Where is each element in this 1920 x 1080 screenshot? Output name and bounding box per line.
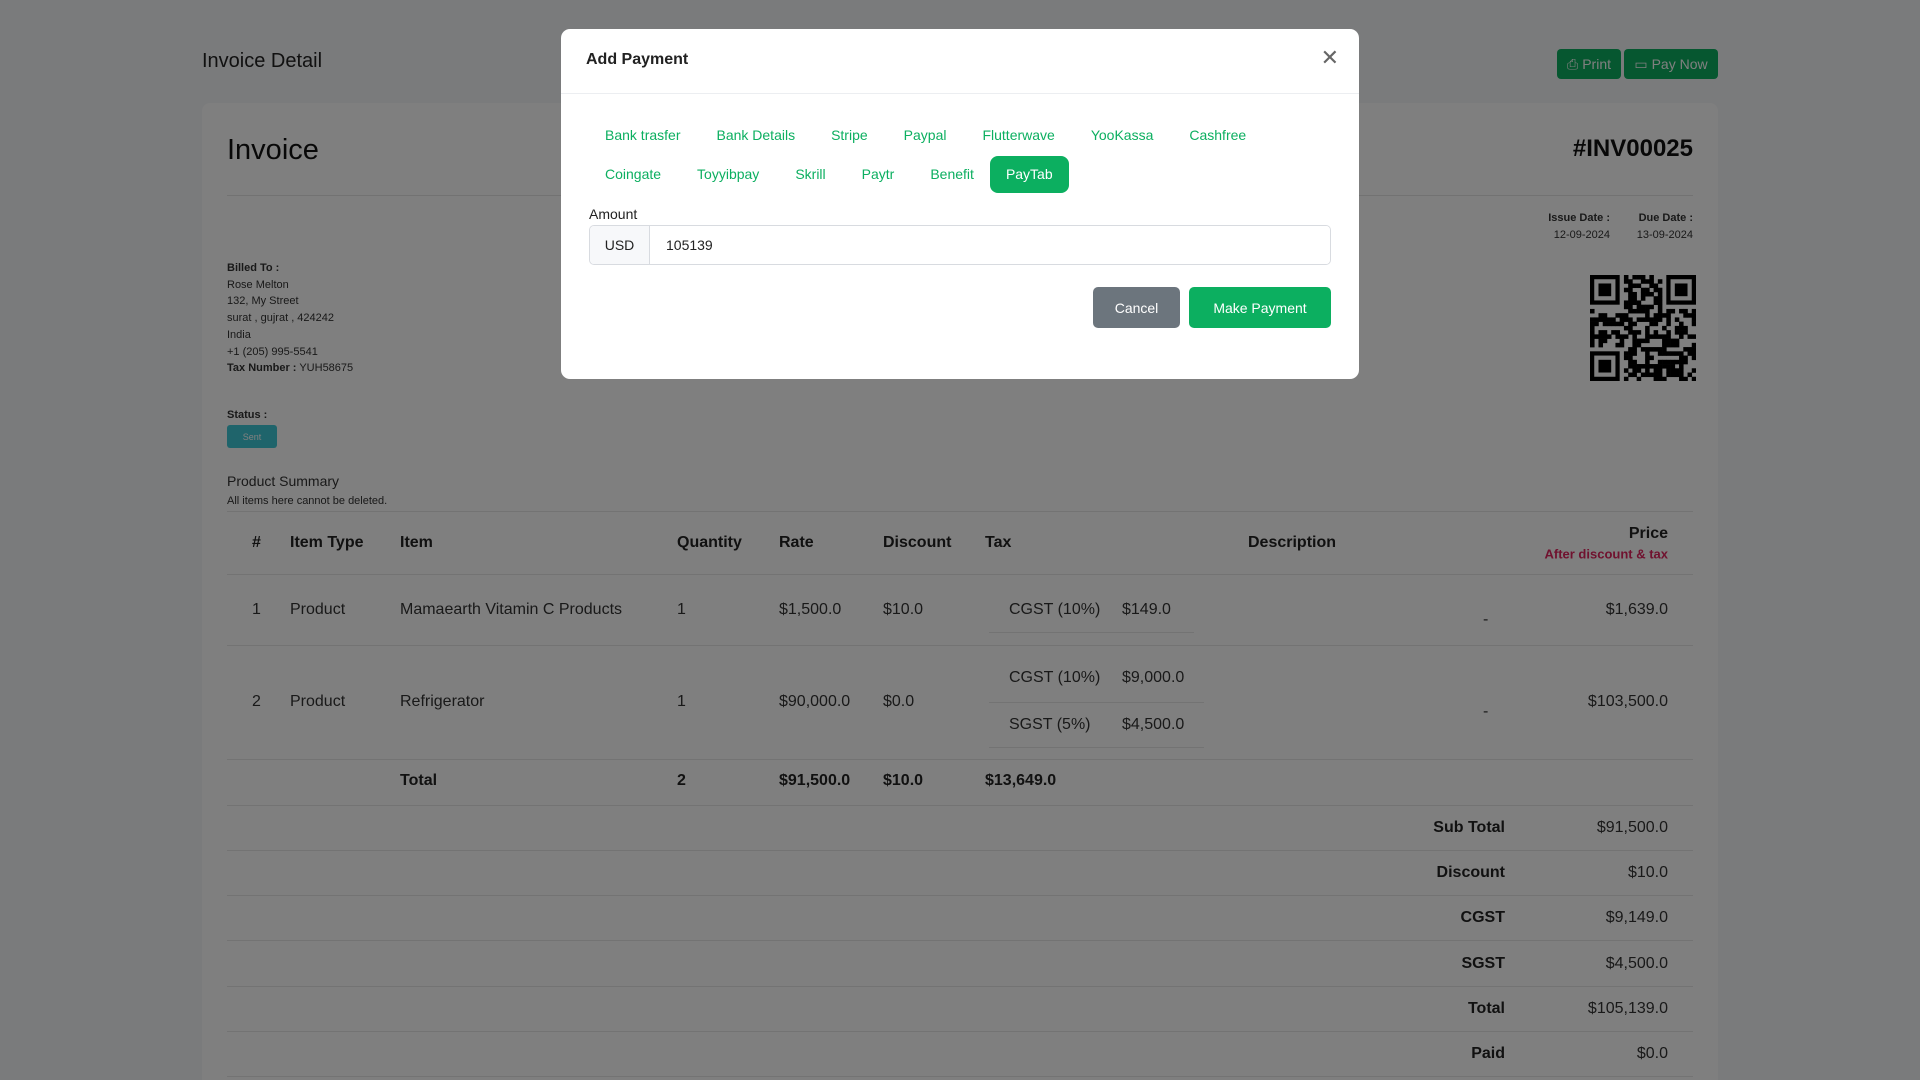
divider xyxy=(561,93,1359,94)
tab-skrill[interactable]: Skrill xyxy=(795,166,826,182)
tab-toyyibpay[interactable]: Toyyibpay xyxy=(697,166,760,182)
tab-coingate[interactable]: Coingate xyxy=(605,166,662,182)
tab-paypal[interactable]: Paypal xyxy=(903,127,947,143)
tab-benefit[interactable]: Benefit xyxy=(930,166,974,182)
tab-paytr[interactable]: Paytr xyxy=(861,166,895,182)
amount-input-group: USD xyxy=(589,225,1331,265)
tab-bank-trasfer[interactable]: Bank trasfer xyxy=(605,127,681,143)
tab-bank-details[interactable]: Bank Details xyxy=(716,127,796,143)
close-icon[interactable]: ✕ xyxy=(1320,45,1339,70)
tab-yookassa[interactable]: YooKassa xyxy=(1090,127,1154,143)
amount-label: Amount xyxy=(589,206,638,222)
payment-method-tabs: Bank trasfer Bank Details Stripe Paypal Flut… xyxy=(585,117,1325,193)
currency-prefix: USD xyxy=(590,226,650,264)
modal-title: Add Payment xyxy=(586,51,689,68)
tab-flutterwave[interactable]: Flutterwave xyxy=(982,127,1055,143)
cancel-button[interactable]: Cancel xyxy=(1093,287,1180,328)
make-payment-button[interactable]: Make Payment xyxy=(1189,287,1331,328)
amount-input[interactable] xyxy=(650,226,1330,264)
tab-paytab[interactable]: PayTab xyxy=(989,156,1069,193)
add-payment-modal: Add Payment ✕ Bank trasfer Bank Details St… xyxy=(561,29,1359,379)
tab-stripe[interactable]: Stripe xyxy=(831,127,868,143)
tab-cashfree[interactable]: Cashfree xyxy=(1189,127,1247,143)
